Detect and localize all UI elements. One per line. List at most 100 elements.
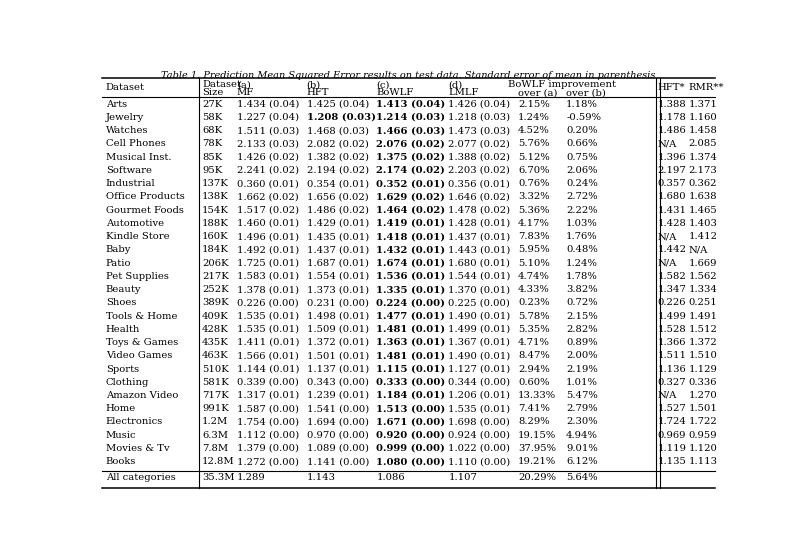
Text: Home: Home bbox=[106, 404, 136, 413]
Text: 1.431: 1.431 bbox=[658, 205, 687, 215]
Text: 1.544 (0.01): 1.544 (0.01) bbox=[449, 272, 511, 281]
Text: 7.41%: 7.41% bbox=[518, 404, 550, 413]
Text: 1.466 (0.03): 1.466 (0.03) bbox=[376, 126, 446, 135]
Text: 1.478 (0.02): 1.478 (0.02) bbox=[449, 205, 511, 215]
Text: 717K: 717K bbox=[202, 391, 229, 400]
Text: 1.492 (0.01): 1.492 (0.01) bbox=[237, 246, 299, 254]
Text: 510K: 510K bbox=[202, 364, 229, 373]
Text: 2.72%: 2.72% bbox=[566, 192, 598, 201]
Text: 2.06%: 2.06% bbox=[566, 166, 598, 175]
Text: 2.194 (0.02): 2.194 (0.02) bbox=[307, 166, 369, 175]
Text: Video Games: Video Games bbox=[106, 351, 172, 360]
Text: 0.970 (0.00): 0.970 (0.00) bbox=[307, 431, 368, 440]
Text: 184K: 184K bbox=[202, 246, 229, 254]
Text: 1.490 (0.01): 1.490 (0.01) bbox=[449, 311, 511, 320]
Text: 2.22%: 2.22% bbox=[566, 205, 598, 215]
Text: Automotive: Automotive bbox=[106, 219, 164, 228]
Text: 1.535 (0.01): 1.535 (0.01) bbox=[237, 311, 299, 320]
Text: 1.680 (0.01): 1.680 (0.01) bbox=[449, 258, 510, 268]
Text: BoWLF: BoWLF bbox=[376, 88, 414, 97]
Text: 0.251: 0.251 bbox=[689, 299, 717, 307]
Text: BoWLF improvement: BoWLF improvement bbox=[508, 80, 616, 89]
Text: 1.428 (0.01): 1.428 (0.01) bbox=[449, 219, 511, 228]
Text: 0.66%: 0.66% bbox=[566, 139, 598, 148]
Text: 1.418 (0.01): 1.418 (0.01) bbox=[376, 232, 446, 241]
Text: 463K: 463K bbox=[202, 351, 229, 360]
Text: 0.344 (0.00): 0.344 (0.00) bbox=[449, 378, 511, 387]
Text: 1.086: 1.086 bbox=[376, 473, 405, 482]
Text: 1.490 (0.01): 1.490 (0.01) bbox=[449, 351, 511, 360]
Text: N/A: N/A bbox=[658, 139, 677, 148]
Text: 0.226: 0.226 bbox=[658, 299, 686, 307]
Text: (a): (a) bbox=[237, 80, 251, 89]
Text: 1.687 (0.01): 1.687 (0.01) bbox=[307, 258, 368, 268]
Text: 68K: 68K bbox=[202, 126, 222, 135]
Text: 1.724: 1.724 bbox=[658, 417, 686, 426]
Text: 1.18%: 1.18% bbox=[566, 100, 598, 109]
Text: 1.366: 1.366 bbox=[658, 338, 686, 347]
Text: 1.184 (0.01): 1.184 (0.01) bbox=[376, 391, 446, 400]
Text: 2.15%: 2.15% bbox=[566, 311, 598, 320]
Text: 0.327: 0.327 bbox=[658, 378, 686, 387]
Text: 0.362: 0.362 bbox=[689, 179, 717, 188]
Text: 1.464 (0.02): 1.464 (0.02) bbox=[376, 205, 446, 215]
Text: 1.638: 1.638 bbox=[689, 192, 717, 201]
Text: 2.79%: 2.79% bbox=[566, 404, 598, 413]
Text: Health: Health bbox=[106, 325, 140, 334]
Text: 1.143: 1.143 bbox=[307, 473, 336, 482]
Text: 0.226 (0.00): 0.226 (0.00) bbox=[237, 299, 299, 307]
Text: 6.70%: 6.70% bbox=[518, 166, 550, 175]
Text: 1.270: 1.270 bbox=[689, 391, 717, 400]
Text: 1.080 (0.00): 1.080 (0.00) bbox=[376, 457, 446, 466]
Text: Pet Supplies: Pet Supplies bbox=[106, 272, 169, 281]
Text: Beauty: Beauty bbox=[106, 285, 141, 294]
Text: 409K: 409K bbox=[202, 311, 229, 320]
Text: 1.725 (0.01): 1.725 (0.01) bbox=[237, 258, 299, 268]
Text: 1.473 (0.03): 1.473 (0.03) bbox=[449, 126, 511, 135]
Text: 1.434 (0.04): 1.434 (0.04) bbox=[237, 100, 299, 109]
Text: 1.363 (0.01): 1.363 (0.01) bbox=[376, 338, 446, 347]
Text: 1.513 (0.00): 1.513 (0.00) bbox=[376, 404, 446, 413]
Text: 1.76%: 1.76% bbox=[566, 232, 598, 241]
Text: 0.360 (0.01): 0.360 (0.01) bbox=[237, 179, 299, 188]
Text: 1.443 (0.01): 1.443 (0.01) bbox=[449, 246, 511, 254]
Text: Watches: Watches bbox=[106, 126, 148, 135]
Text: Industrial: Industrial bbox=[106, 179, 155, 188]
Text: 1.498 (0.01): 1.498 (0.01) bbox=[307, 311, 369, 320]
Text: RMR**: RMR** bbox=[689, 83, 724, 93]
Text: 6.12%: 6.12% bbox=[566, 457, 598, 466]
Text: 19.15%: 19.15% bbox=[518, 431, 556, 440]
Text: 2.082 (0.02): 2.082 (0.02) bbox=[307, 139, 368, 148]
Text: 5.36%: 5.36% bbox=[518, 205, 550, 215]
Text: 1.425 (0.04): 1.425 (0.04) bbox=[307, 100, 369, 109]
Text: over (b): over (b) bbox=[566, 88, 606, 97]
Text: 0.333 (0.00): 0.333 (0.00) bbox=[376, 378, 446, 387]
Text: 0.224 (0.00): 0.224 (0.00) bbox=[376, 299, 446, 307]
Text: 0.924 (0.00): 0.924 (0.00) bbox=[449, 431, 510, 440]
Text: 1.218 (0.03): 1.218 (0.03) bbox=[449, 113, 511, 122]
Text: 1.089 (0.00): 1.089 (0.00) bbox=[307, 444, 368, 453]
Text: 1.566 (0.01): 1.566 (0.01) bbox=[237, 351, 299, 360]
Text: 5.35%: 5.35% bbox=[518, 325, 550, 334]
Text: 0.352 (0.01): 0.352 (0.01) bbox=[376, 179, 446, 188]
Text: 1.442: 1.442 bbox=[658, 246, 687, 254]
Text: 1.429 (0.01): 1.429 (0.01) bbox=[307, 219, 369, 228]
Text: 2.197: 2.197 bbox=[658, 166, 686, 175]
Text: N/A: N/A bbox=[689, 246, 708, 254]
Text: 13.33%: 13.33% bbox=[518, 391, 556, 400]
Text: Sports: Sports bbox=[106, 364, 139, 373]
Text: 1.347: 1.347 bbox=[658, 285, 686, 294]
Text: 1.382 (0.02): 1.382 (0.02) bbox=[307, 152, 368, 162]
Text: 2.00%: 2.00% bbox=[566, 351, 598, 360]
Text: Office Products: Office Products bbox=[106, 192, 185, 201]
Text: (d): (d) bbox=[449, 80, 462, 89]
Text: 85K: 85K bbox=[202, 152, 222, 162]
Text: 1.509 (0.01): 1.509 (0.01) bbox=[307, 325, 369, 334]
Text: 389K: 389K bbox=[202, 299, 229, 307]
Text: (b): (b) bbox=[307, 80, 321, 89]
Text: 0.920 (0.00): 0.920 (0.00) bbox=[376, 431, 446, 440]
Text: 1.022 (0.00): 1.022 (0.00) bbox=[449, 444, 510, 453]
Text: 1.486: 1.486 bbox=[658, 126, 686, 135]
Text: 1.511: 1.511 bbox=[658, 351, 687, 360]
Text: Cell Phones: Cell Phones bbox=[106, 139, 166, 148]
